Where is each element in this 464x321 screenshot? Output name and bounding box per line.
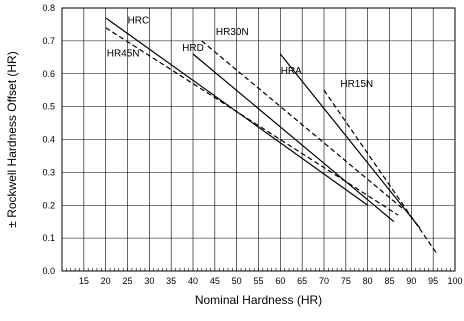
y-tick-label: 0.5 [42, 102, 55, 112]
y-tick-label: 0.2 [42, 200, 55, 210]
series-line-hr30n [201, 40, 403, 209]
series-label-hrd: HRD [182, 43, 204, 54]
x-tick-label: 25 [122, 276, 132, 286]
x-tick-label: 95 [428, 276, 438, 286]
y-tick-label: 0.1 [42, 233, 55, 243]
x-tick-label: 20 [101, 276, 111, 286]
series-label-hrc: HRC [128, 16, 150, 27]
x-tick-label: 100 [447, 276, 462, 286]
series-label-hra: HRA [281, 66, 302, 77]
x-tick-label: 70 [319, 276, 329, 286]
x-tick-label: 50 [232, 276, 242, 286]
y-axis-title: ± Rockwell Hardness Offset (HR) [5, 51, 19, 227]
y-tick-label: 0.4 [42, 135, 55, 145]
plot-frame [61, 7, 456, 272]
x-tick-label: 35 [166, 276, 176, 286]
x-tick-label: 30 [144, 276, 154, 286]
y-tick-labels: 0.0 0.1 0.2 0.3 0.4 0.5 0.6 0.7 0.8 [42, 3, 55, 276]
y-tick-label: 0.3 [42, 167, 55, 177]
y-tick-label: 0.0 [42, 266, 55, 276]
series-lines [105, 17, 438, 255]
series-labels: HRC HR45N HRD HR30N HRA HR15N [107, 16, 373, 90]
series-label-hr15n: HR15N [340, 79, 373, 90]
x-tick-label: 40 [188, 276, 198, 286]
x-tick-label: 80 [363, 276, 373, 286]
x-tick-label: 75 [341, 276, 351, 286]
series-line-hra [279, 53, 421, 229]
x-tick-label: 60 [275, 276, 285, 286]
x-tick-label: 85 [384, 276, 394, 286]
x-tick-label: 45 [210, 276, 220, 286]
series-label-hr45n: HR45N [107, 48, 140, 59]
x-axis-title: Nominal Hardness (HR) [195, 293, 322, 307]
x-tick-label: 55 [253, 276, 263, 286]
x-tick-label: 90 [406, 276, 416, 286]
series-line-hrd [192, 53, 395, 223]
y-tick-label: 0.6 [42, 69, 55, 79]
x-tick-label: 15 [79, 276, 89, 286]
series-line-hr15n [323, 89, 438, 255]
series-label-hr30n: HR30N [216, 27, 249, 38]
y-tick-label: 0.7 [42, 36, 55, 46]
y-tick-label: 0.8 [42, 3, 55, 13]
x-tick-label: 65 [297, 276, 307, 286]
x-tick-labels: 15 20 25 30 35 40 45 50 55 60 65 70 75 80 85 90 95 100 [79, 276, 463, 286]
